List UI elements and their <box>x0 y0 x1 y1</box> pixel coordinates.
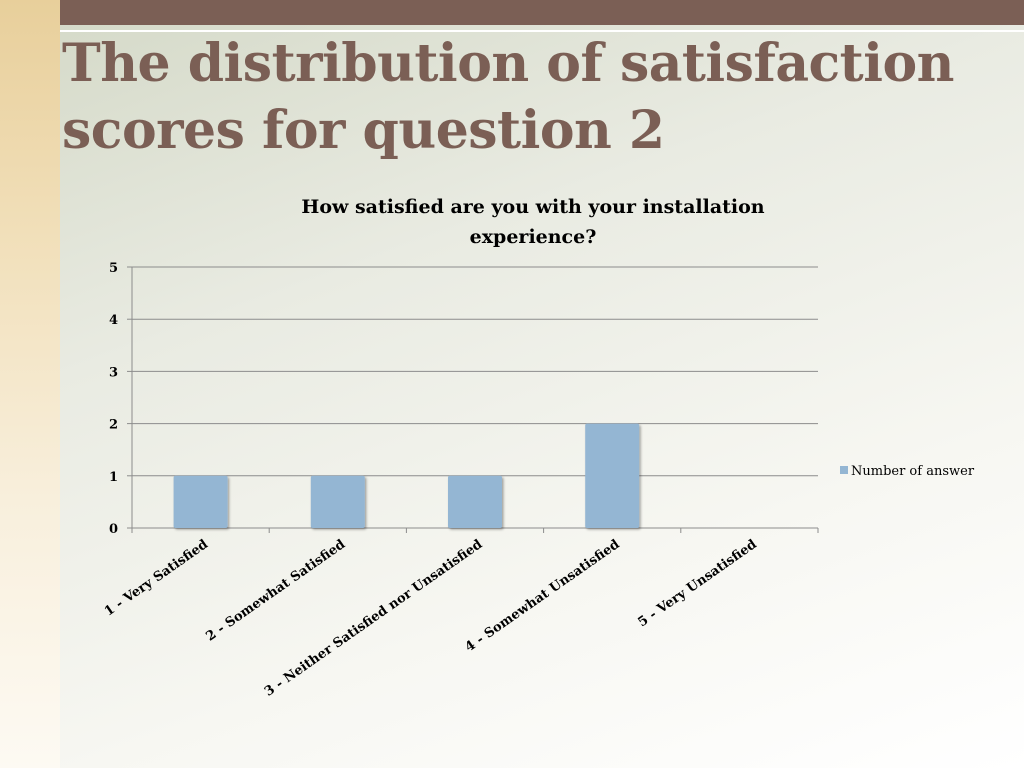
y-tick-labels: 0 1 2 3 4 5 <box>109 261 118 537</box>
chart-title: How satisfied are you with your installa… <box>301 196 764 248</box>
chart-title-line-1: How satisfied are you with your installa… <box>301 196 764 218</box>
bar-1 <box>173 475 228 528</box>
y-tick-label-1: 1 <box>109 470 118 485</box>
y-tick-label-5: 5 <box>109 261 118 276</box>
x-category-label-5: 5 - Very Unsatisfied <box>635 537 759 630</box>
y-tick-label-3: 3 <box>109 365 118 380</box>
bar-4 <box>585 423 640 528</box>
y-tick-label-4: 4 <box>109 313 118 328</box>
slide-title-line-1: The distribution of satisfaction <box>62 33 954 94</box>
x-category-label-4: 4 - Somewhat Unsatisfied <box>463 537 623 655</box>
legend-swatch <box>840 466 848 474</box>
top-accent-bar <box>60 0 1024 25</box>
y-tick-label-2: 2 <box>109 418 118 433</box>
chart-legend: Number of answer <box>840 464 975 479</box>
bar-3 <box>448 475 502 528</box>
y-tick-label-0: 0 <box>109 522 118 537</box>
legend-label: Number of answer <box>851 464 975 479</box>
bar-2 <box>310 475 365 528</box>
top-accent-divider <box>60 30 1024 32</box>
x-category-label-3: 3 - Neither Satisfied nor Unsatisfied <box>262 537 485 700</box>
chart-title-line-2: experience? <box>470 226 597 248</box>
slide-title: The distribution of satisfaction scores … <box>62 30 1012 164</box>
x-category-label-2: 2 - Somewhat Satisfied <box>203 537 348 645</box>
chart-gridlines <box>132 266 818 477</box>
x-category-label-1: 1 - Very Satisfied <box>102 537 211 620</box>
slide-title-line-2: scores for question 2 <box>62 100 665 161</box>
left-decorative-strip <box>0 0 60 768</box>
chart-bars <box>173 423 640 528</box>
